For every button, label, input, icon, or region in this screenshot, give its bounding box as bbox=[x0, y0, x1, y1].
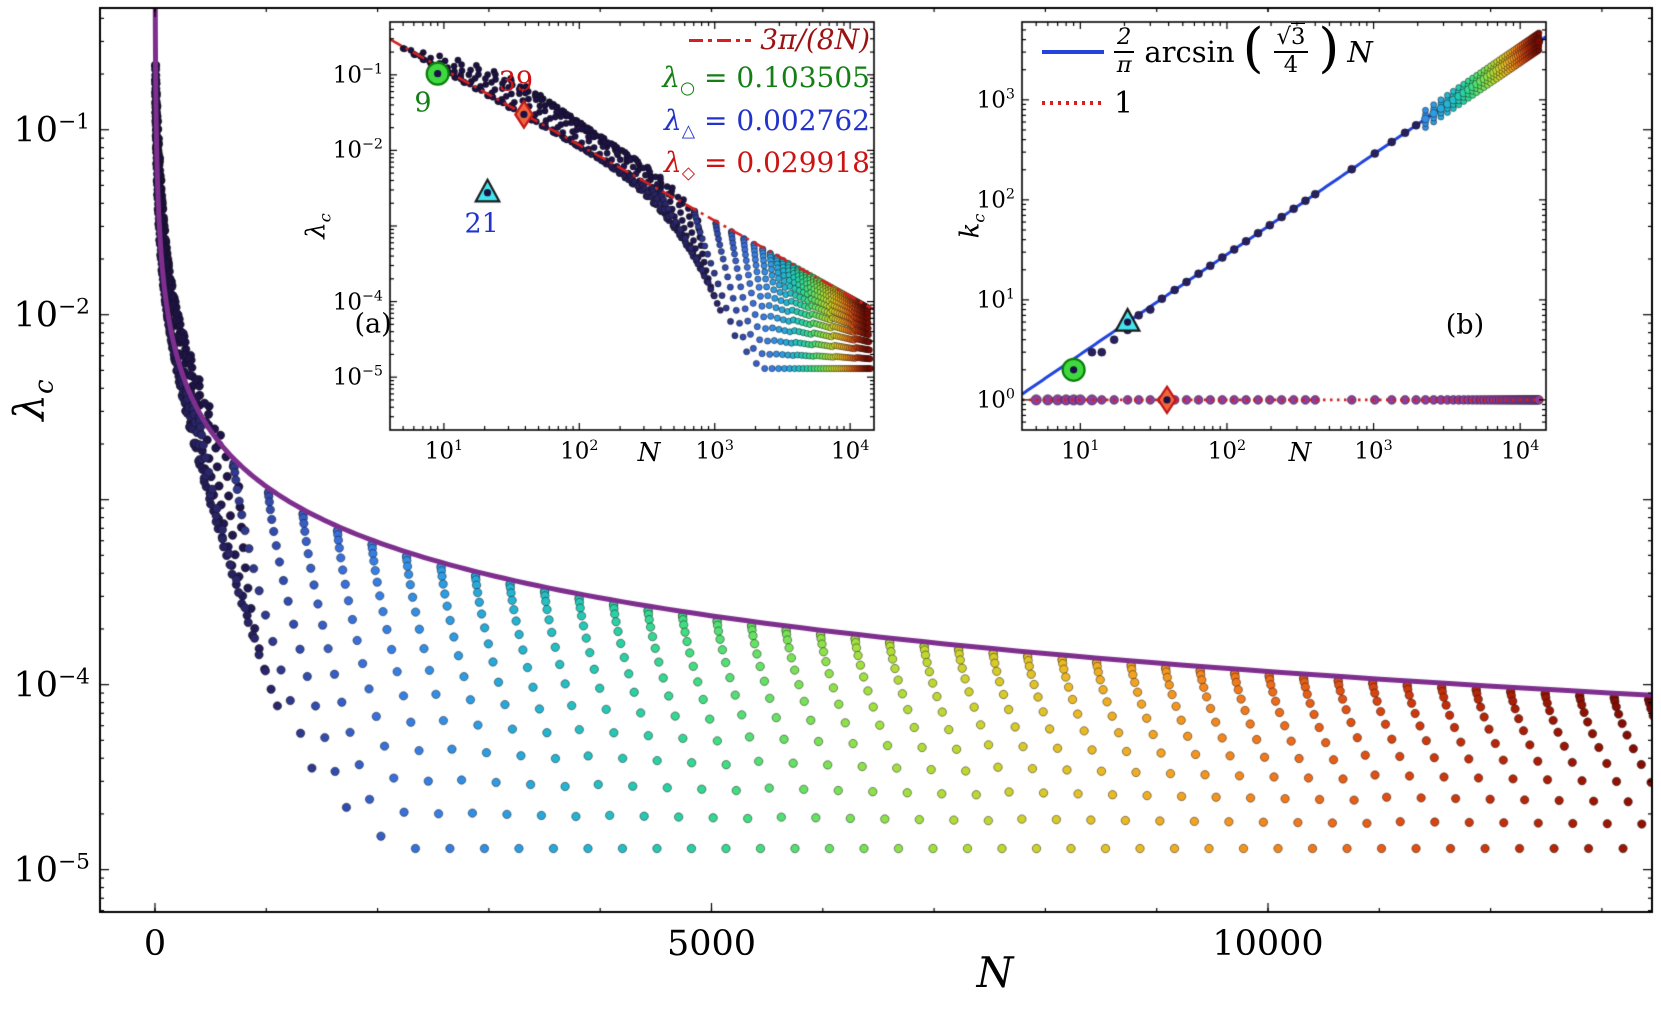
arcsin-text: arcsin bbox=[1144, 34, 1235, 69]
legend-lambda-value: λ△ = 0.002762 bbox=[664, 103, 870, 142]
blue-line-sample bbox=[1042, 50, 1104, 54]
inset-a-legend-row-2: λ△ = 0.002762 bbox=[662, 103, 870, 143]
red-dashdot-line-sample bbox=[689, 38, 752, 42]
inset-a-y-axis-label: λc bbox=[301, 213, 335, 239]
inset-b-legend-unit-entry: 1 bbox=[1042, 86, 1373, 121]
inset-a-legend-row-1: λ○ = 0.103505 bbox=[662, 60, 870, 100]
inset-a-legend: 3π/(8N) λ○ = 0.103505 λ△ = 0.002762 λ◇ = 0.… bbox=[662, 22, 870, 187]
radical-sign: √ bbox=[1276, 24, 1291, 50]
main-y-axis-label: λc bbox=[4, 379, 60, 421]
inset-a-x-axis-label: N bbox=[637, 438, 661, 468]
inset-b-x-axis-label: N bbox=[1288, 438, 1312, 468]
inset-b-y-axis-label: kc bbox=[955, 213, 989, 239]
legend-formula-text: 3π/(8N) bbox=[760, 23, 870, 56]
inset-a-legend-row-0: 3π/(8N) bbox=[662, 22, 870, 58]
legend-lambda-value: λ◇ = 0.029918 bbox=[664, 145, 870, 184]
legend-lambda-value: λ○ = 0.103505 bbox=[662, 61, 870, 99]
main-x-axis-label: N bbox=[976, 948, 1014, 997]
open-paren: ( bbox=[1242, 16, 1264, 80]
unit-label: 1 bbox=[1114, 85, 1134, 121]
close-paren: ) bbox=[1318, 16, 1340, 80]
fraction-sqrt3-over-4: √3 4 bbox=[1273, 23, 1309, 78]
N-symbol: N bbox=[1347, 34, 1373, 69]
inset-a-legend-row-3: λ◇ = 0.029918 bbox=[662, 145, 870, 185]
red-dotted-line-sample bbox=[1042, 101, 1104, 105]
